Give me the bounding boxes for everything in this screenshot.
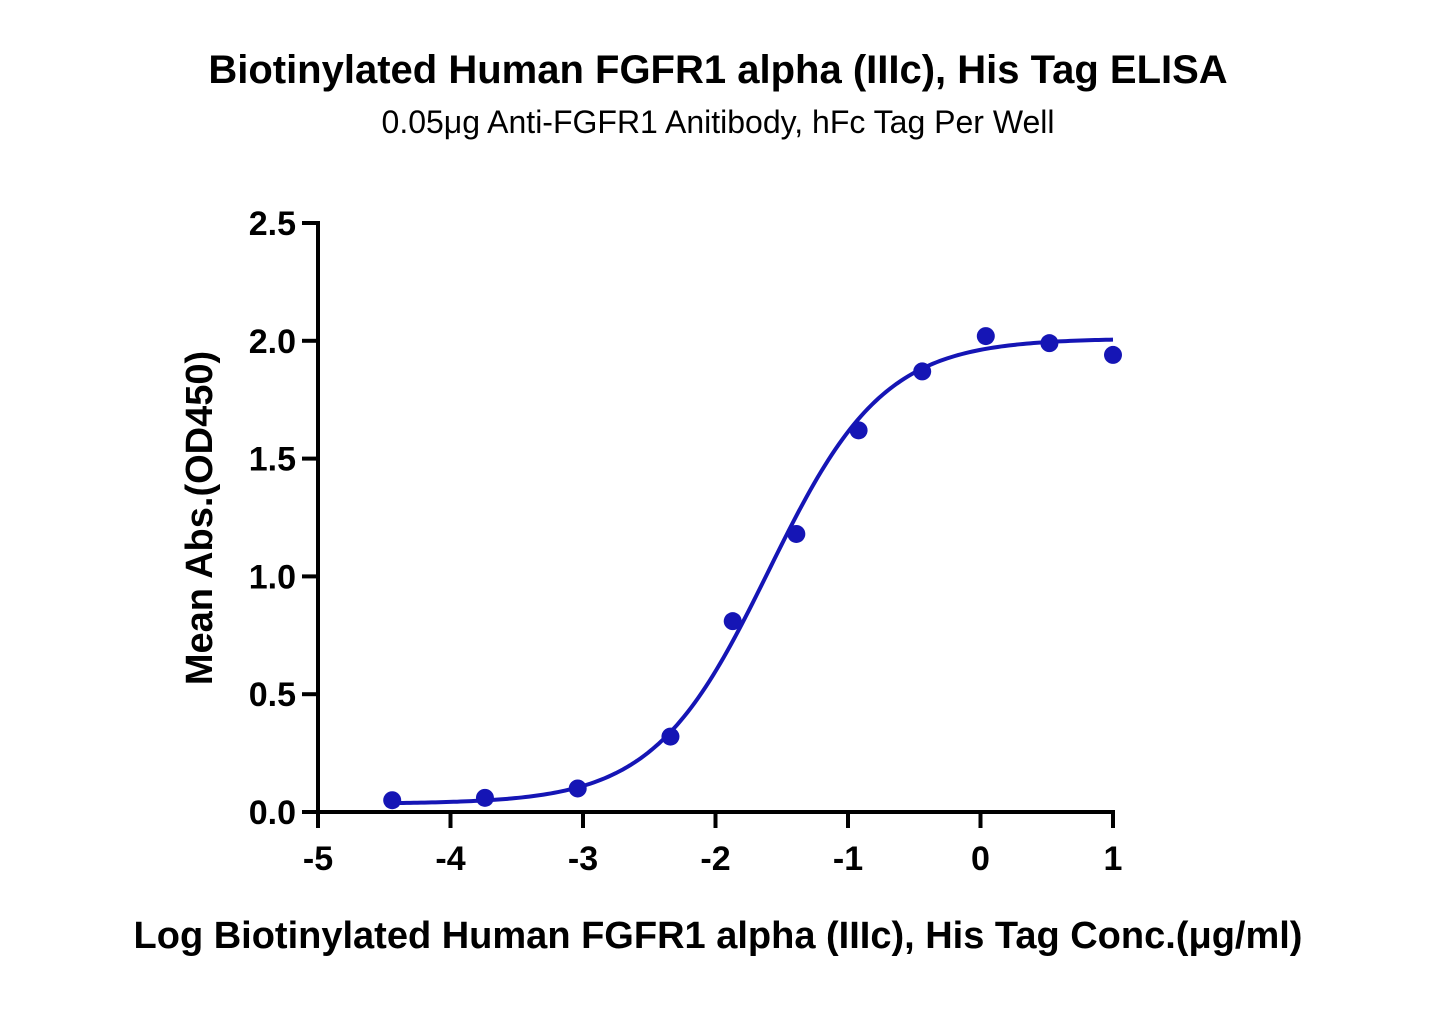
- data-point: [383, 791, 402, 810]
- x-axis-label: Log Biotinylated Human FGFR1 alpha (IIIc…: [134, 915, 1303, 957]
- data-point: [976, 327, 995, 346]
- plot-area: -5 -4 -3 -2 -1 0 1 0.0 0.5 1.0 1.5 2.0 2.5: [249, 205, 1123, 878]
- data-point: [1040, 334, 1059, 353]
- chart-title: Biotinylated Human FGFR1 alpha (IIIc), H…: [208, 48, 1227, 92]
- x-tick-label: 1: [1104, 840, 1123, 878]
- data-point: [913, 362, 932, 381]
- data-point: [568, 779, 587, 798]
- x-tick-label: -5: [303, 840, 333, 878]
- data-point: [787, 524, 806, 543]
- data-point: [1104, 345, 1122, 364]
- x-tick-label: 0: [971, 840, 990, 878]
- x-tick-label: -1: [833, 840, 863, 878]
- chart-subtitle: 0.05μg Anti-FGFR1 Anitibody, hFc Tag Per…: [382, 104, 1055, 140]
- data-point: [475, 788, 494, 807]
- data-point: [849, 421, 868, 440]
- y-tick-label: 1.5: [249, 441, 296, 479]
- data-point: [661, 727, 680, 746]
- y-tick-label: 0.5: [249, 676, 296, 714]
- data-point: [723, 612, 742, 631]
- y-axis-label: Mean Abs.(OD450): [179, 351, 221, 685]
- y-tick-label: 2.5: [249, 205, 296, 243]
- fit-curve: [392, 337, 1114, 806]
- x-tick-label: -3: [568, 840, 598, 878]
- x-tick-label: -2: [700, 840, 730, 878]
- y-tick-label: 0.0: [249, 794, 296, 832]
- y-tick-label: 2.0: [249, 323, 296, 361]
- x-tick-label: -4: [435, 840, 465, 878]
- y-tick-label: 1.0: [249, 558, 296, 596]
